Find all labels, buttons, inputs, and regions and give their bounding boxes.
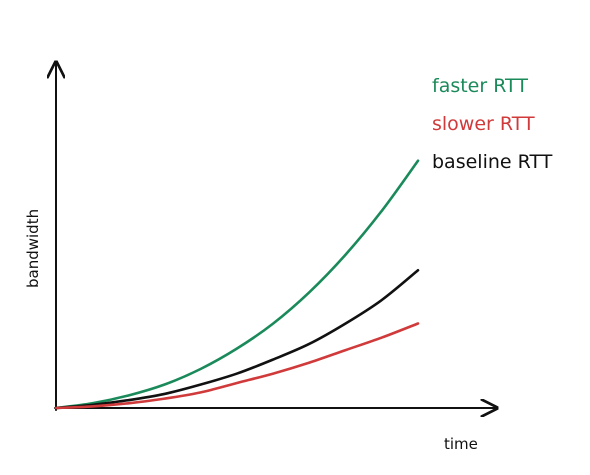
series-line-faster-rtt [54, 159, 420, 410]
series-layer [54, 159, 420, 410]
legend-item-faster-rtt: faster RTT [432, 75, 528, 97]
x-axis-label: time [444, 435, 478, 453]
legend-item-baseline-rtt: baseline RTT [432, 151, 553, 173]
legend: faster RTT slower RTT baseline RTT [432, 75, 553, 173]
legend-item-slower-rtt: slower RTT [432, 113, 535, 135]
y-axis-label: bandwidth [24, 209, 42, 288]
series-line-slower-rtt [54, 322, 420, 410]
series-line-baseline-rtt [54, 268, 420, 410]
